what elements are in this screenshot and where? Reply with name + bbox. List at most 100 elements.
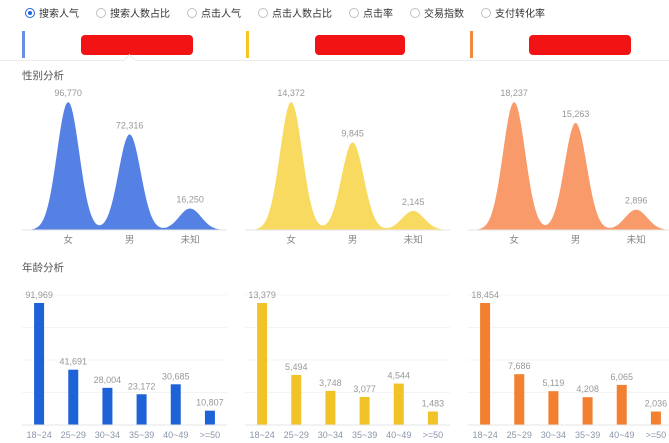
x-axis-label: 30~34 (541, 430, 566, 440)
radio-icon[interactable] (349, 7, 359, 18)
metric-radio-3[interactable]: 点击人数占比 (258, 5, 332, 20)
bar-value-label: 4,544 (387, 371, 410, 381)
peak-value-label: 96,770 (54, 88, 82, 98)
metric-radio-2[interactable]: 点击人气 (187, 5, 241, 20)
bar (204, 410, 215, 425)
x-axis-label: 女 (509, 234, 519, 246)
bar (68, 369, 79, 425)
bar (291, 374, 302, 425)
age-bar-chart-1: 13,379 18~24 5,494 25~29 3,748 30~34 3,077 35~3… (245, 290, 450, 440)
bar-value-label: 23,172 (128, 381, 156, 391)
product-card-1[interactable] (246, 31, 446, 58)
bar (548, 391, 559, 425)
x-axis-label: 35~39 (575, 430, 600, 440)
metric-radio-label: 交易指数 (424, 9, 464, 20)
metric-radio-group: 搜索人气 搜索人数占比 点击人气 点击人数占比 点击率 交易指数 支付转化率 (25, 5, 545, 20)
x-axis-label: 25~29 (507, 430, 532, 440)
bar-value-label: 3,077 (353, 384, 376, 394)
x-axis-label: 35~39 (129, 430, 154, 440)
metric-radio-label: 搜索人气 (39, 9, 79, 20)
x-axis-label: 未知 (181, 234, 200, 246)
x-axis-label: 男 (571, 235, 581, 246)
area-series (22, 102, 227, 230)
x-axis-label: 35~39 (352, 430, 377, 440)
area-series (245, 102, 450, 230)
gender-area-chart-0: 96,770 女 72,316 男 16,250 未知 (22, 88, 227, 246)
radio-icon[interactable] (481, 7, 491, 18)
peak-value-label: 15,263 (562, 109, 590, 119)
bar-value-label: 5,494 (285, 362, 308, 372)
bar (257, 303, 268, 425)
header-divider (0, 60, 669, 61)
bar-value-label: 10,807 (196, 398, 224, 408)
radio-icon[interactable] (410, 7, 420, 18)
bar (393, 383, 404, 425)
peak-value-label: 18,237 (500, 88, 528, 98)
bar-value-label: 1,483 (422, 398, 445, 408)
metric-radio-label: 搜索人数占比 (110, 9, 170, 20)
bar-value-label: 5,119 (542, 378, 564, 388)
age-section-title: 年龄分析 (22, 262, 64, 274)
metric-radio-0[interactable]: 搜索人气 (25, 5, 79, 20)
bar-value-label: 3,748 (319, 378, 342, 388)
bar (480, 303, 491, 425)
peak-value-label: 2,896 (625, 196, 648, 206)
redacted-product-name (315, 34, 405, 55)
x-axis-label: 40~49 (386, 430, 411, 440)
bar-value-label: 28,004 (94, 375, 122, 385)
product-card-0[interactable] (22, 31, 222, 58)
area-series (468, 102, 669, 230)
bar (582, 397, 593, 425)
bar (102, 387, 113, 425)
age-bar-chart-2: 18,454 18~24 7,686 25~29 5,119 30~34 4,208 35~3… (468, 290, 669, 440)
x-axis-label: >=50 (200, 430, 221, 440)
x-axis-label: 男 (125, 235, 135, 246)
metric-radio-label: 点击人数占比 (272, 9, 332, 20)
metric-radio-label: 点击率 (363, 9, 393, 20)
x-axis-label: 未知 (404, 234, 423, 246)
bar (359, 396, 370, 425)
peak-value-label: 16,250 (176, 195, 204, 205)
bar (427, 411, 438, 425)
bar-value-label: 18,454 (471, 290, 499, 300)
peak-value-label: 9,845 (341, 128, 364, 138)
metric-radio-1[interactable]: 搜索人数占比 (96, 5, 170, 20)
age-bar-chart-0: 91,969 18~24 41,691 25~29 28,004 30~34 23,172 3… (22, 290, 227, 440)
x-axis-label: 女 (286, 234, 296, 246)
metric-radio-4[interactable]: 点击率 (349, 5, 393, 20)
metric-radio-label: 点击人气 (201, 9, 241, 20)
radio-icon[interactable] (258, 7, 268, 18)
x-axis-label: 18~24 (26, 430, 51, 440)
redacted-product-name (529, 34, 631, 55)
product-card-2[interactable] (470, 31, 669, 58)
age-chart-row: 91,969 18~24 41,691 25~29 28,004 30~34 23,172 3… (22, 283, 669, 443)
redacted-product-name (81, 34, 193, 55)
gender-section-title: 性别分析 (22, 70, 64, 82)
x-axis-label: 25~29 (61, 430, 86, 440)
bar (616, 384, 627, 425)
peak-value-label: 2,145 (402, 197, 425, 207)
x-axis-label: >=50 (646, 430, 667, 440)
metric-radio-6[interactable]: 支付转化率 (481, 5, 545, 20)
bar (170, 384, 181, 425)
peak-value-label: 14,372 (277, 88, 305, 98)
x-axis-label: 40~49 (609, 430, 634, 440)
x-axis-label: 未知 (627, 234, 646, 246)
bar (325, 390, 336, 425)
gender-chart-row: 96,770 女 72,316 男 16,250 未知 14,372 女 9,845 男 2,145… (22, 86, 669, 246)
radio-icon[interactable] (187, 7, 197, 18)
bar (34, 303, 45, 425)
bar-value-label: 41,691 (59, 357, 87, 367)
peak-value-label: 72,316 (116, 120, 144, 130)
bar-value-label: 6,065 (610, 372, 633, 382)
metric-radio-5[interactable]: 交易指数 (410, 5, 464, 20)
radio-icon[interactable] (96, 7, 106, 18)
x-axis-label: 女 (63, 234, 73, 246)
bar (650, 411, 661, 425)
gender-area-chart-1: 14,372 女 9,845 男 2,145 未知 (245, 88, 450, 246)
bar-value-label: 2,036 (645, 399, 668, 409)
product-header-row (22, 31, 669, 58)
x-axis-label: 30~34 (318, 430, 343, 440)
x-axis-label: 25~29 (284, 430, 309, 440)
radio-selected-icon[interactable] (25, 7, 35, 18)
